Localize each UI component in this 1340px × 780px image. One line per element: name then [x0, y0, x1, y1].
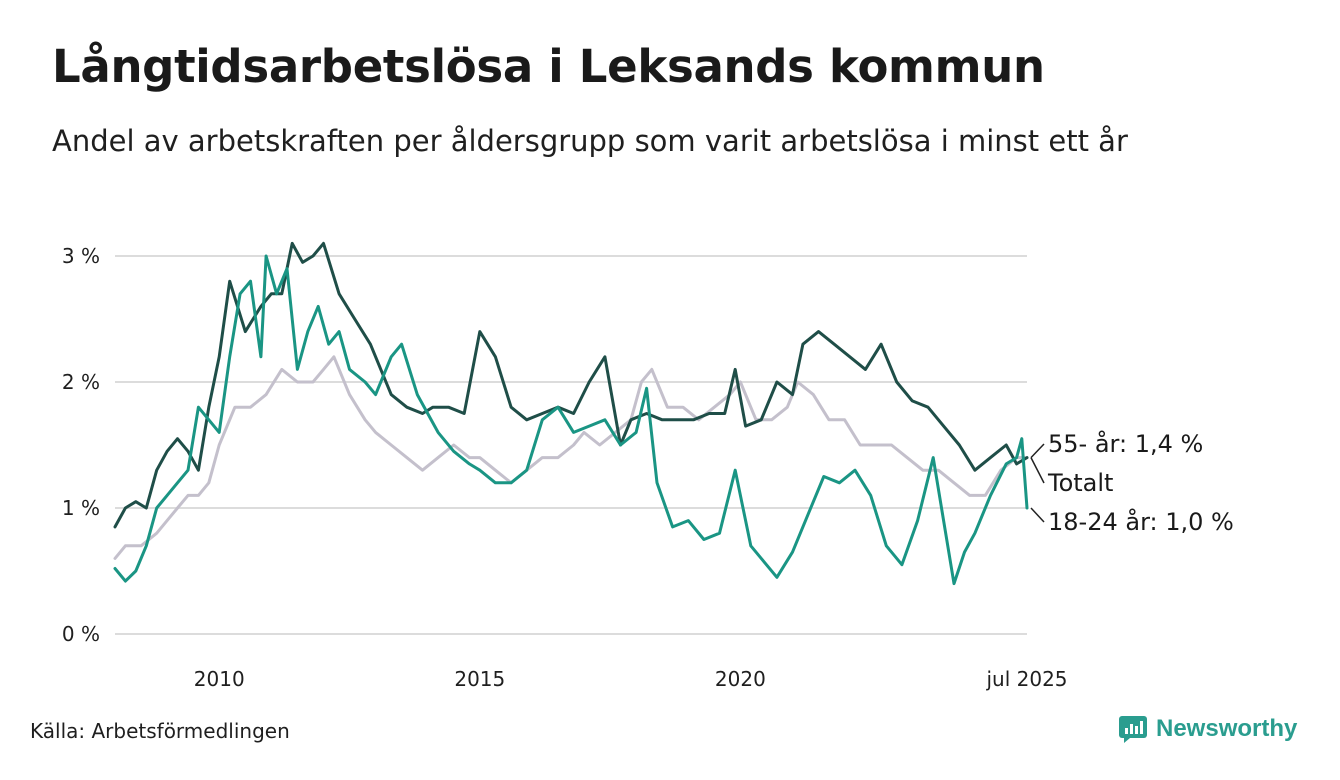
series-line-age_55 [113, 241, 1029, 529]
brand-logo[interactable]: Newsworthy [1118, 714, 1297, 744]
y-tick-label: 1 % [62, 496, 100, 520]
chart-subtitle: Andel av arbetskraften per åldersgrupp s… [52, 124, 1128, 158]
x-tick-label: 2010 [194, 667, 245, 691]
leader-line [1030, 443, 1045, 459]
series-lines [113, 241, 1029, 586]
x-tick-label: 2020 [715, 667, 766, 691]
chart-title: Långtidsarbetslösa i Leksands kommun [52, 40, 1045, 93]
source-note: Källa: Arbetsförmedlingen [30, 719, 290, 743]
brand-name: Newsworthy [1156, 715, 1298, 742]
series-line-age_18_24 [113, 254, 1029, 586]
y-axis-ticks: 0 % 1 % 2 % 3 % [62, 244, 100, 646]
end-label-age_18_24: 18-24 år: 1,0 % [1048, 507, 1234, 536]
x-axis-ticks: 2010 2015 2020 jul 2025 [194, 667, 1068, 691]
end-label-total: Totalt [1047, 469, 1113, 497]
series-line-total [113, 355, 1029, 560]
leader-line [1030, 457, 1045, 484]
y-tick-label: 3 % [62, 244, 100, 268]
brand-icon [1119, 716, 1147, 743]
x-tick-label: jul 2025 [985, 667, 1067, 691]
x-tick-label: 2015 [454, 667, 505, 691]
leader-line [1030, 507, 1045, 523]
end-labels: Totalt 55- år: 1,4 % 18-24 år: 1,0 % [1030, 429, 1234, 536]
y-tick-label: 0 % [62, 622, 100, 646]
y-tick-label: 2 % [62, 370, 100, 394]
end-label-age_55: 55- år: 1,4 % [1048, 429, 1203, 458]
